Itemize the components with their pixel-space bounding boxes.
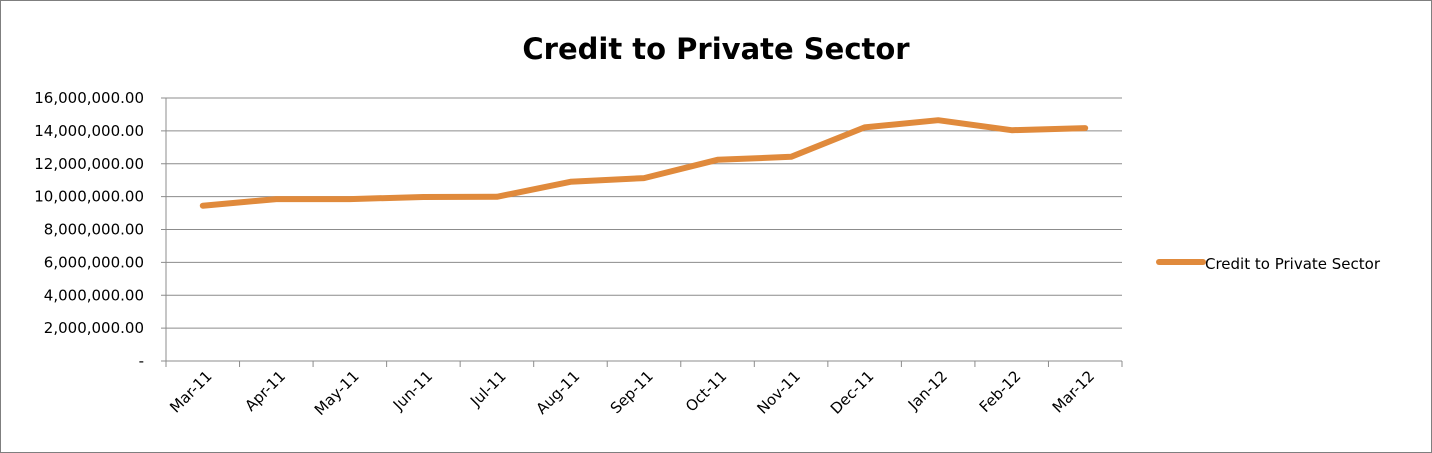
x-tick-label: Nov-11 — [753, 367, 803, 417]
x-tick-label: Apr-11 — [241, 367, 289, 415]
x-tick-label: Jul-11 — [466, 367, 510, 411]
axes — [161, 97, 1123, 367]
x-tick-label: Mar-12 — [1049, 367, 1098, 416]
series-layer — [199, 117, 1089, 209]
x-tick-label: Feb-12 — [976, 367, 1025, 416]
y-tick-label: 16,000,000.00 — [34, 89, 144, 107]
y-tick-label: 10,000,000.00 — [34, 188, 144, 206]
x-tick-label: Jan-12 — [904, 367, 951, 414]
x-tick-label: Jun-11 — [389, 367, 436, 414]
gridlines — [166, 97, 1122, 329]
x-tick-label: Mar-11 — [166, 367, 215, 416]
y-tick-label: - — [139, 352, 144, 370]
y-tick-label: 2,000,000.00 — [44, 319, 144, 337]
x-tick-label: May-11 — [311, 367, 363, 419]
y-axis-tick-labels: - 2,000,000.00 4,000,000.00 6,000,000.00 8,0… — [34, 89, 144, 370]
x-axis-tick-labels: Mar-11 Apr-11 May-11 Jun-11 Jul-11 Aug-11 Sep-… — [166, 367, 1098, 419]
chart-title: Credit to Private Sector — [522, 32, 910, 66]
y-tick-label: 6,000,000.00 — [44, 253, 144, 271]
y-tick-label: 14,000,000.00 — [34, 122, 144, 140]
y-tick-label: 4,000,000.00 — [44, 286, 144, 304]
x-tick-label: Aug-11 — [533, 367, 584, 418]
y-tick-label: 12,000,000.00 — [34, 155, 144, 173]
x-tick-label: Sep-11 — [607, 367, 657, 417]
x-tick-label: Oct-11 — [682, 367, 730, 415]
y-tick-label: 8,000,000.00 — [44, 221, 144, 239]
legend-label: Credit to Private Sector — [1205, 255, 1381, 273]
x-tick-label: Dec-11 — [827, 367, 878, 418]
legend: Credit to Private Sector — [1156, 255, 1381, 273]
series-line — [199, 117, 1089, 209]
